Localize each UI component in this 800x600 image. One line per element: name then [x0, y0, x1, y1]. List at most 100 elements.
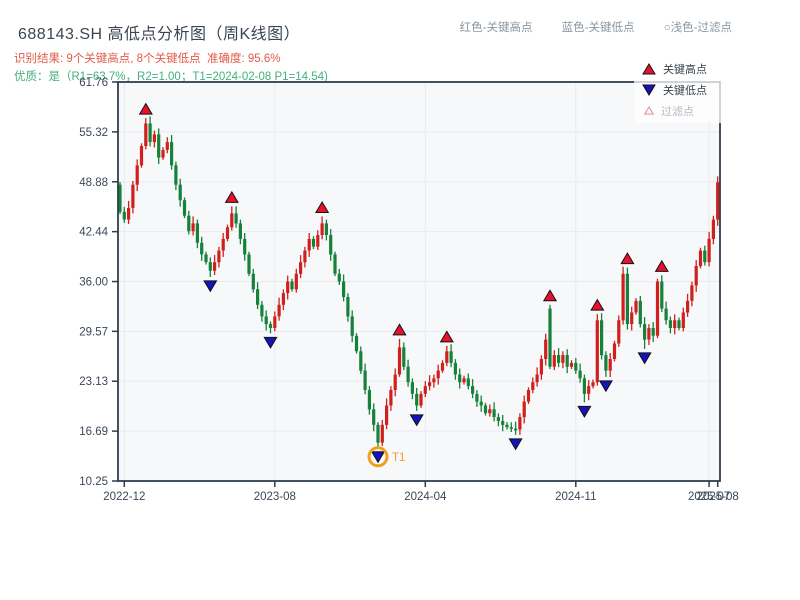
candle-body: [135, 165, 139, 185]
candle-body: [471, 386, 475, 394]
candle-body: [458, 374, 462, 383]
key-high-triangle-icon: [642, 62, 656, 74]
candle-body: [514, 428, 518, 431]
candle-body: [548, 308, 552, 367]
y-tick-label: 36.00: [79, 277, 108, 289]
candle-body: [350, 316, 354, 336]
candle-body: [565, 355, 569, 367]
candle-body: [307, 238, 311, 251]
legend-item-filtered: 过滤点: [642, 100, 730, 121]
key-low-triangle-icon: [642, 84, 656, 96]
y-tick-label: 23.13: [79, 376, 108, 388]
legend-label: 关键高点: [663, 63, 707, 76]
candle-body: [303, 250, 307, 263]
candle-body: [608, 359, 612, 371]
candle-body: [655, 281, 660, 336]
candle-body: [612, 343, 617, 359]
candle-body: [118, 184, 122, 212]
candle-body: [410, 382, 414, 394]
y-tick-label: 48.88: [79, 177, 108, 189]
candle-body: [363, 370, 367, 390]
t1-annotation: T1: [367, 446, 405, 468]
key-high-marker: [439, 330, 454, 343]
candle-body: [698, 250, 703, 267]
x-tick-label: 2022-12: [103, 491, 145, 503]
candle-body: [204, 254, 208, 263]
candle-body: [178, 184, 182, 201]
x-tick-label: 2024-04: [404, 491, 447, 503]
candle-body: [127, 208, 131, 220]
candle-body: [165, 142, 169, 150]
candle-body: [703, 250, 707, 263]
filtered-triangle-icon: [644, 106, 654, 115]
candle-body: [342, 281, 346, 297]
candle-body: [225, 227, 230, 239]
key-low-marker: [598, 380, 613, 393]
candle-body: [707, 238, 711, 263]
candle-body: [329, 235, 333, 255]
candle-body: [376, 424, 380, 443]
candle-body: [591, 382, 595, 387]
key-low-marker: [508, 438, 523, 451]
candle-body: [531, 382, 535, 390]
candle-body: [161, 149, 165, 158]
color-legend-key-low: 蓝色-关键低点: [561, 22, 635, 34]
candle-body: [260, 304, 264, 317]
candle-body: [432, 378, 436, 383]
candle-body: [191, 223, 195, 232]
candle-body: [595, 320, 599, 383]
key-low-markers: T1: [203, 280, 652, 468]
y-tick-label: 10.25: [79, 476, 108, 488]
candle-body: [333, 254, 337, 274]
candles: [118, 116, 720, 448]
candle-body: [651, 328, 655, 336]
candle-body: [578, 370, 582, 379]
candle-body: [385, 405, 389, 425]
candle-body: [234, 213, 238, 224]
candle-body: [243, 238, 247, 255]
key-low-marker: [203, 280, 218, 293]
candle-body: [131, 184, 135, 208]
candle-body: [428, 382, 432, 387]
recognition-result-text: 识别结果: 9个关键高点, 8个关键低点 准确度: 95.6%: [14, 53, 281, 65]
candle-body: [393, 374, 397, 390]
candle-body: [582, 378, 586, 394]
key-high-marker: [315, 200, 330, 213]
candle-body: [638, 300, 642, 325]
candle-body: [711, 219, 715, 239]
t1-label: T1: [392, 452, 405, 464]
y-tick-label: 29.57: [79, 326, 108, 338]
candle-body: [354, 335, 359, 352]
candle-body: [402, 347, 406, 367]
candle-body: [492, 409, 496, 417]
candle-body: [574, 362, 578, 371]
candle-body: [634, 300, 638, 313]
candle-body: [213, 262, 217, 271]
candle-body: [311, 238, 316, 247]
candle-body: [569, 362, 574, 367]
candle-body: [324, 223, 328, 235]
candle-body: [621, 273, 625, 321]
candle-body: [157, 134, 161, 158]
candle-body: [449, 351, 453, 363]
candle-body: [187, 215, 191, 232]
axes: 61.76 55.32 48.88 42.44 36.00 29.57 23.13 16.69…: [79, 77, 739, 503]
candle-body: [217, 250, 221, 263]
candle-body: [299, 262, 303, 274]
candle-body: [286, 281, 290, 294]
candle-body: [346, 297, 350, 317]
candle-body: [406, 366, 410, 383]
candle-body: [475, 393, 479, 402]
candle-body: [320, 223, 324, 235]
color-legend-key-high: 红色-关键高点: [459, 22, 533, 34]
page-title: 688143.SH 高低点分析图（周K线图）: [18, 26, 301, 43]
candle-body: [230, 213, 234, 228]
key-low-marker: [577, 405, 592, 418]
candle-body: [694, 266, 698, 286]
candle-body: [208, 262, 212, 271]
candle-body: [544, 339, 548, 359]
candle-body: [690, 285, 694, 301]
key-high-marker: [590, 298, 605, 311]
color-legend: 红色-关键高点 蓝色-关键低点 ○浅色-过滤点: [460, 19, 732, 35]
candle-body: [436, 370, 440, 379]
